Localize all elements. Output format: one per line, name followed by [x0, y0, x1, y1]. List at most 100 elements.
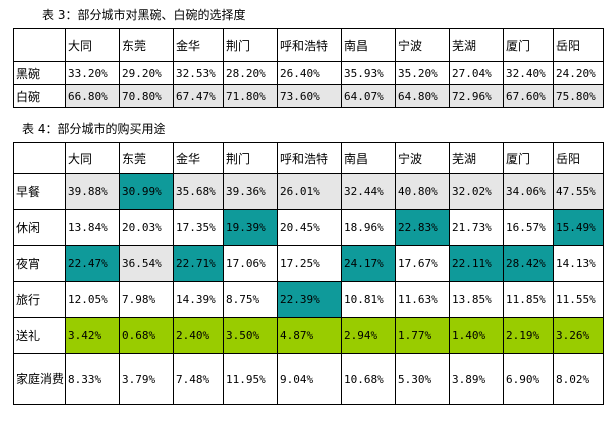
city-header: 东莞 [119, 142, 174, 174]
city-header: 岳阳 [553, 28, 604, 62]
table-cell: 2.94% [341, 317, 396, 354]
row-label: 夜宵 [13, 245, 66, 282]
table-cell: 16.57% [503, 209, 554, 246]
table4-row: 休闲 13.84% 20.03% 17.35% 19.39% 20.45% 18.96% 22… [13, 209, 604, 246]
table-cell: 17.35% [173, 209, 224, 246]
table-cell: 10.68% [341, 353, 396, 405]
table4-body: 早餐 39.88% 30.99% 35.68% 39.36% 26.01% 32.44% 40… [13, 173, 604, 405]
table-cell: 21.73% [449, 209, 504, 246]
table3: 大同 东莞 金华 荆门 呼和浩特 南昌 宁波 芜湖 厦门 岳阳 黑碗 33.20… [13, 28, 604, 108]
table-cell: 2.40% [173, 317, 224, 354]
table-cell: 26.01% [277, 173, 342, 210]
city-header: 厦门 [503, 142, 554, 174]
table-cell: 40.80% [395, 173, 450, 210]
table-cell: 71.80% [223, 84, 278, 108]
table3-row-black-bowl: 黑碗 33.20% 29.20% 32.53% 28.20% 26.40% 35… [13, 61, 604, 85]
table-cell: 22.39% [277, 281, 342, 318]
table-cell: 20.03% [119, 209, 174, 246]
city-header: 宁波 [395, 142, 450, 174]
table-cell: 22.47% [65, 245, 120, 282]
table-cell: 9.04% [277, 353, 342, 405]
table4-row: 夜宵 22.47% 36.54% 22.71% 17.06% 17.25% 24.17% 17… [13, 245, 604, 282]
table-cell: 8.02% [553, 353, 604, 405]
table-cell: 8.33% [65, 353, 120, 405]
table-cell: 64.07% [341, 84, 396, 108]
table3-caption: 表 3：部分城市对黑碗、白碗的选择度 [42, 8, 246, 22]
table-cell: 3.79% [119, 353, 174, 405]
row-label: 家庭消费 [13, 353, 66, 405]
table3-corner [13, 28, 66, 62]
table-cell: 35.20% [395, 61, 450, 85]
table-cell: 28.20% [223, 61, 278, 85]
table-cell: 32.44% [341, 173, 396, 210]
table-cell: 39.88% [65, 173, 120, 210]
table-cell: 20.45% [277, 209, 342, 246]
table-cell: 11.95% [223, 353, 278, 405]
table-cell: 1.40% [449, 317, 504, 354]
city-header: 岳阳 [553, 142, 604, 174]
table-cell: 22.71% [173, 245, 224, 282]
city-header: 芜湖 [449, 142, 504, 174]
row-label: 白碗 [13, 84, 66, 108]
table-cell: 32.53% [173, 61, 224, 85]
table-cell: 11.85% [503, 281, 554, 318]
table-cell: 66.80% [65, 84, 120, 108]
table-cell: 26.40% [277, 61, 342, 85]
city-header: 金华 [173, 28, 224, 62]
table-cell: 24.17% [341, 245, 396, 282]
table-cell: 67.47% [173, 84, 224, 108]
table-cell: 14.13% [553, 245, 604, 282]
table4-row: 送礼 3.42% 0.68% 2.40% 3.50% 4.87% 2.94% 1.77% 1.4… [13, 317, 604, 354]
table-cell: 70.80% [119, 84, 174, 108]
table-cell: 32.40% [503, 61, 554, 85]
table-cell: 11.63% [395, 281, 450, 318]
table4-header-row: 大同 东莞 金华 荆门 呼和浩特 南昌 宁波 芜湖 厦门 岳阳 [13, 142, 604, 174]
row-label: 早餐 [13, 173, 66, 210]
table-cell: 3.26% [553, 317, 604, 354]
row-label: 黑碗 [13, 61, 66, 85]
table-cell: 13.85% [449, 281, 504, 318]
table3-row-white-bowl: 白碗 66.80% 70.80% 67.47% 71.80% 73.60% 64… [13, 84, 604, 108]
city-header: 东莞 [119, 28, 174, 62]
table-cell: 29.20% [119, 61, 174, 85]
table4-row: 旅行 12.05% 7.98% 14.39% 8.75% 22.39% 10.81% 11.6… [13, 281, 604, 318]
table-cell: 11.55% [553, 281, 604, 318]
table-cell: 3.50% [223, 317, 278, 354]
table-cell: 22.83% [395, 209, 450, 246]
table-cell: 19.39% [223, 209, 278, 246]
table-cell: 6.90% [503, 353, 554, 405]
table-cell: 35.93% [341, 61, 396, 85]
table-cell: 75.80% [553, 84, 604, 108]
table-cell: 39.36% [223, 173, 278, 210]
table4: 大同 东莞 金华 荆门 呼和浩特 南昌 宁波 芜湖 厦门 岳阳 早餐 39.88%… [13, 142, 604, 405]
table-cell: 36.54% [119, 245, 174, 282]
table-cell: 7.48% [173, 353, 224, 405]
city-header: 宁波 [395, 28, 450, 62]
city-header: 金华 [173, 142, 224, 174]
table-cell: 3.42% [65, 317, 120, 354]
table4-corner [13, 142, 66, 174]
table-cell: 27.04% [449, 61, 504, 85]
row-label: 休闲 [13, 209, 66, 246]
city-header: 荆门 [223, 142, 278, 174]
table-cell: 32.02% [449, 173, 504, 210]
row-label: 旅行 [13, 281, 66, 318]
table-cell: 4.87% [277, 317, 342, 354]
table-cell: 34.06% [503, 173, 554, 210]
city-header: 芜湖 [449, 28, 504, 62]
table-cell: 30.99% [119, 173, 174, 210]
city-header: 厦门 [503, 28, 554, 62]
city-header: 荆门 [223, 28, 278, 62]
city-header: 大同 [65, 142, 120, 174]
table-cell: 24.20% [553, 61, 604, 85]
table-cell: 22.11% [449, 245, 504, 282]
table-cell: 28.42% [503, 245, 554, 282]
table-cell: 10.81% [341, 281, 396, 318]
table3-header-row: 大同 东莞 金华 荆门 呼和浩特 南昌 宁波 芜湖 厦门 岳阳 [13, 28, 604, 62]
table-cell: 35.68% [173, 173, 224, 210]
table-cell: 0.68% [119, 317, 174, 354]
table-cell: 2.19% [503, 317, 554, 354]
table-cell: 17.06% [223, 245, 278, 282]
table-cell: 14.39% [173, 281, 224, 318]
city-header: 大同 [65, 28, 120, 62]
